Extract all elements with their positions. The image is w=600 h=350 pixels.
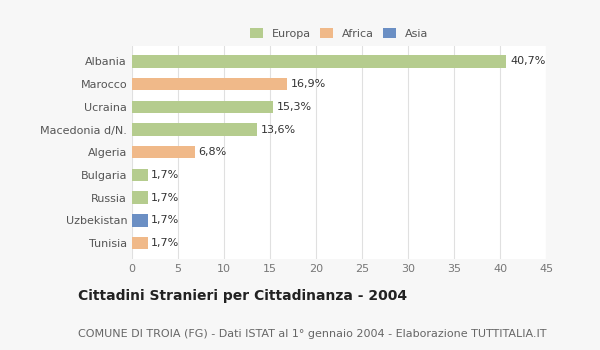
Text: 6,8%: 6,8% [198, 147, 226, 157]
Bar [132, 191, 148, 204]
Text: 15,3%: 15,3% [277, 102, 311, 112]
Text: Cittadini Stranieri per Cittadinanza - 2004: Cittadini Stranieri per Cittadinanza - 2… [78, 289, 407, 303]
Bar [132, 214, 148, 226]
Bar [132, 100, 273, 113]
Legend: Europa, Africa, Asia: Europa, Africa, Asia [245, 23, 433, 43]
Text: 40,7%: 40,7% [510, 56, 545, 66]
Bar [132, 55, 506, 68]
Bar [132, 169, 148, 181]
Text: 1,7%: 1,7% [151, 170, 179, 180]
Text: 16,9%: 16,9% [291, 79, 326, 89]
Text: 1,7%: 1,7% [151, 215, 179, 225]
Text: 1,7%: 1,7% [151, 238, 179, 248]
Bar [132, 237, 148, 249]
Text: 13,6%: 13,6% [261, 125, 296, 134]
Text: COMUNE DI TROIA (FG) - Dati ISTAT al 1° gennaio 2004 - Elaborazione TUTTITALIA.I: COMUNE DI TROIA (FG) - Dati ISTAT al 1° … [78, 329, 547, 339]
Bar [132, 123, 257, 136]
Text: 1,7%: 1,7% [151, 193, 179, 203]
Bar [132, 146, 194, 159]
Bar [132, 78, 287, 90]
